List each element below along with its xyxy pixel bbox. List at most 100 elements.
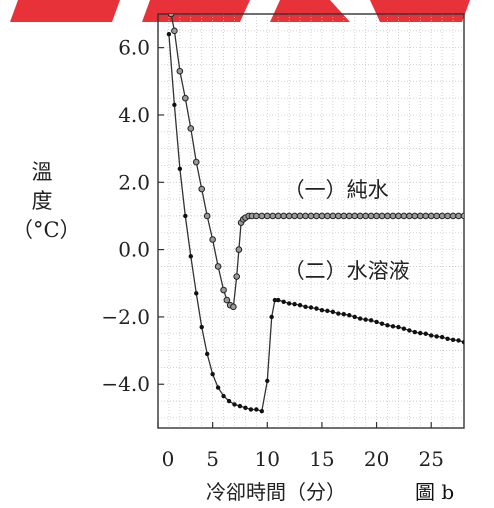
data-point-solution	[330, 309, 336, 315]
series-label-1: （一）純水	[284, 178, 389, 202]
data-point-pure-water	[220, 286, 227, 294]
y-axis-label: 溫 度 （°C）	[12, 158, 81, 245]
data-point-solution	[210, 371, 215, 377]
data-point-solution	[276, 297, 281, 303]
data-point-pure-water	[258, 212, 266, 220]
data-point-solution	[237, 403, 243, 409]
data-point-solution	[272, 297, 278, 303]
data-point-pure-water	[263, 212, 271, 220]
data-point-pure-water	[253, 212, 260, 220]
series-line-2	[168, 34, 464, 413]
data-point-solution	[379, 321, 385, 326]
data-point-solution	[269, 314, 274, 320]
data-point-solution	[177, 166, 183, 172]
data-point-pure-water	[444, 212, 451, 220]
data-point-solution	[243, 405, 248, 411]
data-point-solution	[183, 213, 188, 219]
data-point-solution	[434, 334, 439, 339]
data-point-solution	[429, 333, 434, 338]
data-point-pure-water	[356, 212, 364, 220]
data-point-solution	[456, 338, 461, 343]
data-point-solution	[336, 311, 341, 316]
y-tick-label: 2.0	[118, 170, 150, 194]
data-point-pure-water	[384, 212, 391, 220]
data-point-solution	[259, 408, 265, 414]
data-point-solution	[439, 334, 445, 340]
data-point-pure-water	[187, 125, 195, 132]
x-tick-label: 10	[255, 447, 280, 471]
banner-shape-4	[370, 0, 470, 22]
data-point-pure-water	[223, 296, 231, 304]
series-label-2: （二）水溶液	[284, 259, 410, 283]
y-tick-label: −4.0	[101, 372, 150, 396]
data-point-pure-water	[422, 212, 430, 220]
data-point-pure-water	[291, 212, 298, 220]
data-point-pure-water	[192, 158, 200, 166]
data-point-pure-water	[427, 212, 435, 220]
data-point-solution	[445, 336, 450, 342]
data-point-solution	[248, 407, 254, 412]
data-point-solution	[292, 301, 297, 307]
data-point-pure-water	[335, 212, 342, 220]
x-axis-label: 冷卻時間（分）	[206, 480, 346, 504]
data-point-pure-water	[324, 212, 331, 220]
data-point-solution	[385, 323, 390, 328]
data-point-pure-water	[455, 212, 462, 220]
x-tick-label: 5	[206, 447, 219, 471]
data-point-solution	[418, 330, 423, 336]
data-point-solution	[374, 319, 379, 325]
x-tick-label: 25	[418, 447, 443, 471]
banner-shape-1	[10, 0, 120, 22]
data-point-solution	[215, 385, 221, 390]
data-point-solution	[303, 304, 308, 310]
y-tick-label: 0.0	[118, 238, 150, 262]
data-point-solution	[357, 316, 363, 321]
data-point-pure-water	[373, 212, 380, 220]
data-point-pure-water	[274, 212, 282, 220]
y-axis-label-line-2: 度	[31, 189, 53, 213]
data-point-solution	[254, 407, 259, 412]
y-axis-label-line-3: （°C）	[12, 218, 81, 242]
data-point-solution	[450, 337, 456, 343]
data-point-pure-water	[285, 212, 293, 220]
data-point-solution	[281, 299, 286, 304]
data-point-solution	[347, 313, 352, 318]
data-point-solution	[188, 254, 193, 259]
data-point-pure-water	[280, 212, 287, 220]
data-point-pure-water	[313, 212, 320, 220]
data-point-pure-water	[214, 263, 222, 270]
data-point-pure-water	[318, 212, 326, 220]
data-point-solution	[461, 339, 464, 345]
data-point-pure-water	[302, 212, 309, 220]
y-tick-label: −2.0	[101, 305, 150, 329]
data-point-pure-water	[340, 212, 348, 220]
data-point-pure-water	[235, 246, 243, 253]
x-tick-label: 15	[309, 447, 334, 471]
data-point-pure-water	[416, 212, 424, 220]
data-point-pure-water	[395, 212, 402, 220]
data-point-pure-water	[176, 67, 184, 75]
data-point-solution	[363, 317, 368, 322]
data-point-pure-water	[438, 212, 446, 220]
data-point-pure-water	[449, 212, 457, 220]
data-point-pure-water	[269, 212, 277, 220]
data-point-solution	[232, 402, 237, 407]
data-point-solution	[341, 312, 346, 317]
data-point-solution	[423, 331, 428, 336]
x-tick-label: 0	[162, 447, 175, 471]
data-point-pure-water	[230, 303, 237, 311]
data-point-pure-water	[367, 212, 375, 220]
y-axis-label-line-1: 溫	[31, 160, 53, 184]
data-point-solution	[265, 378, 270, 384]
data-point-solution	[297, 302, 303, 308]
y-tick-label: 6.0	[118, 36, 150, 60]
data-point-solution	[396, 324, 401, 330]
data-point-pure-water	[307, 212, 315, 220]
data-point-solution	[194, 291, 199, 296]
data-point-pure-water	[460, 212, 464, 220]
data-point-solution	[401, 326, 407, 331]
data-point-solution	[368, 318, 374, 323]
data-point-pure-water	[329, 212, 337, 220]
data-point-pure-water	[209, 236, 216, 243]
data-point-solution	[172, 102, 177, 108]
